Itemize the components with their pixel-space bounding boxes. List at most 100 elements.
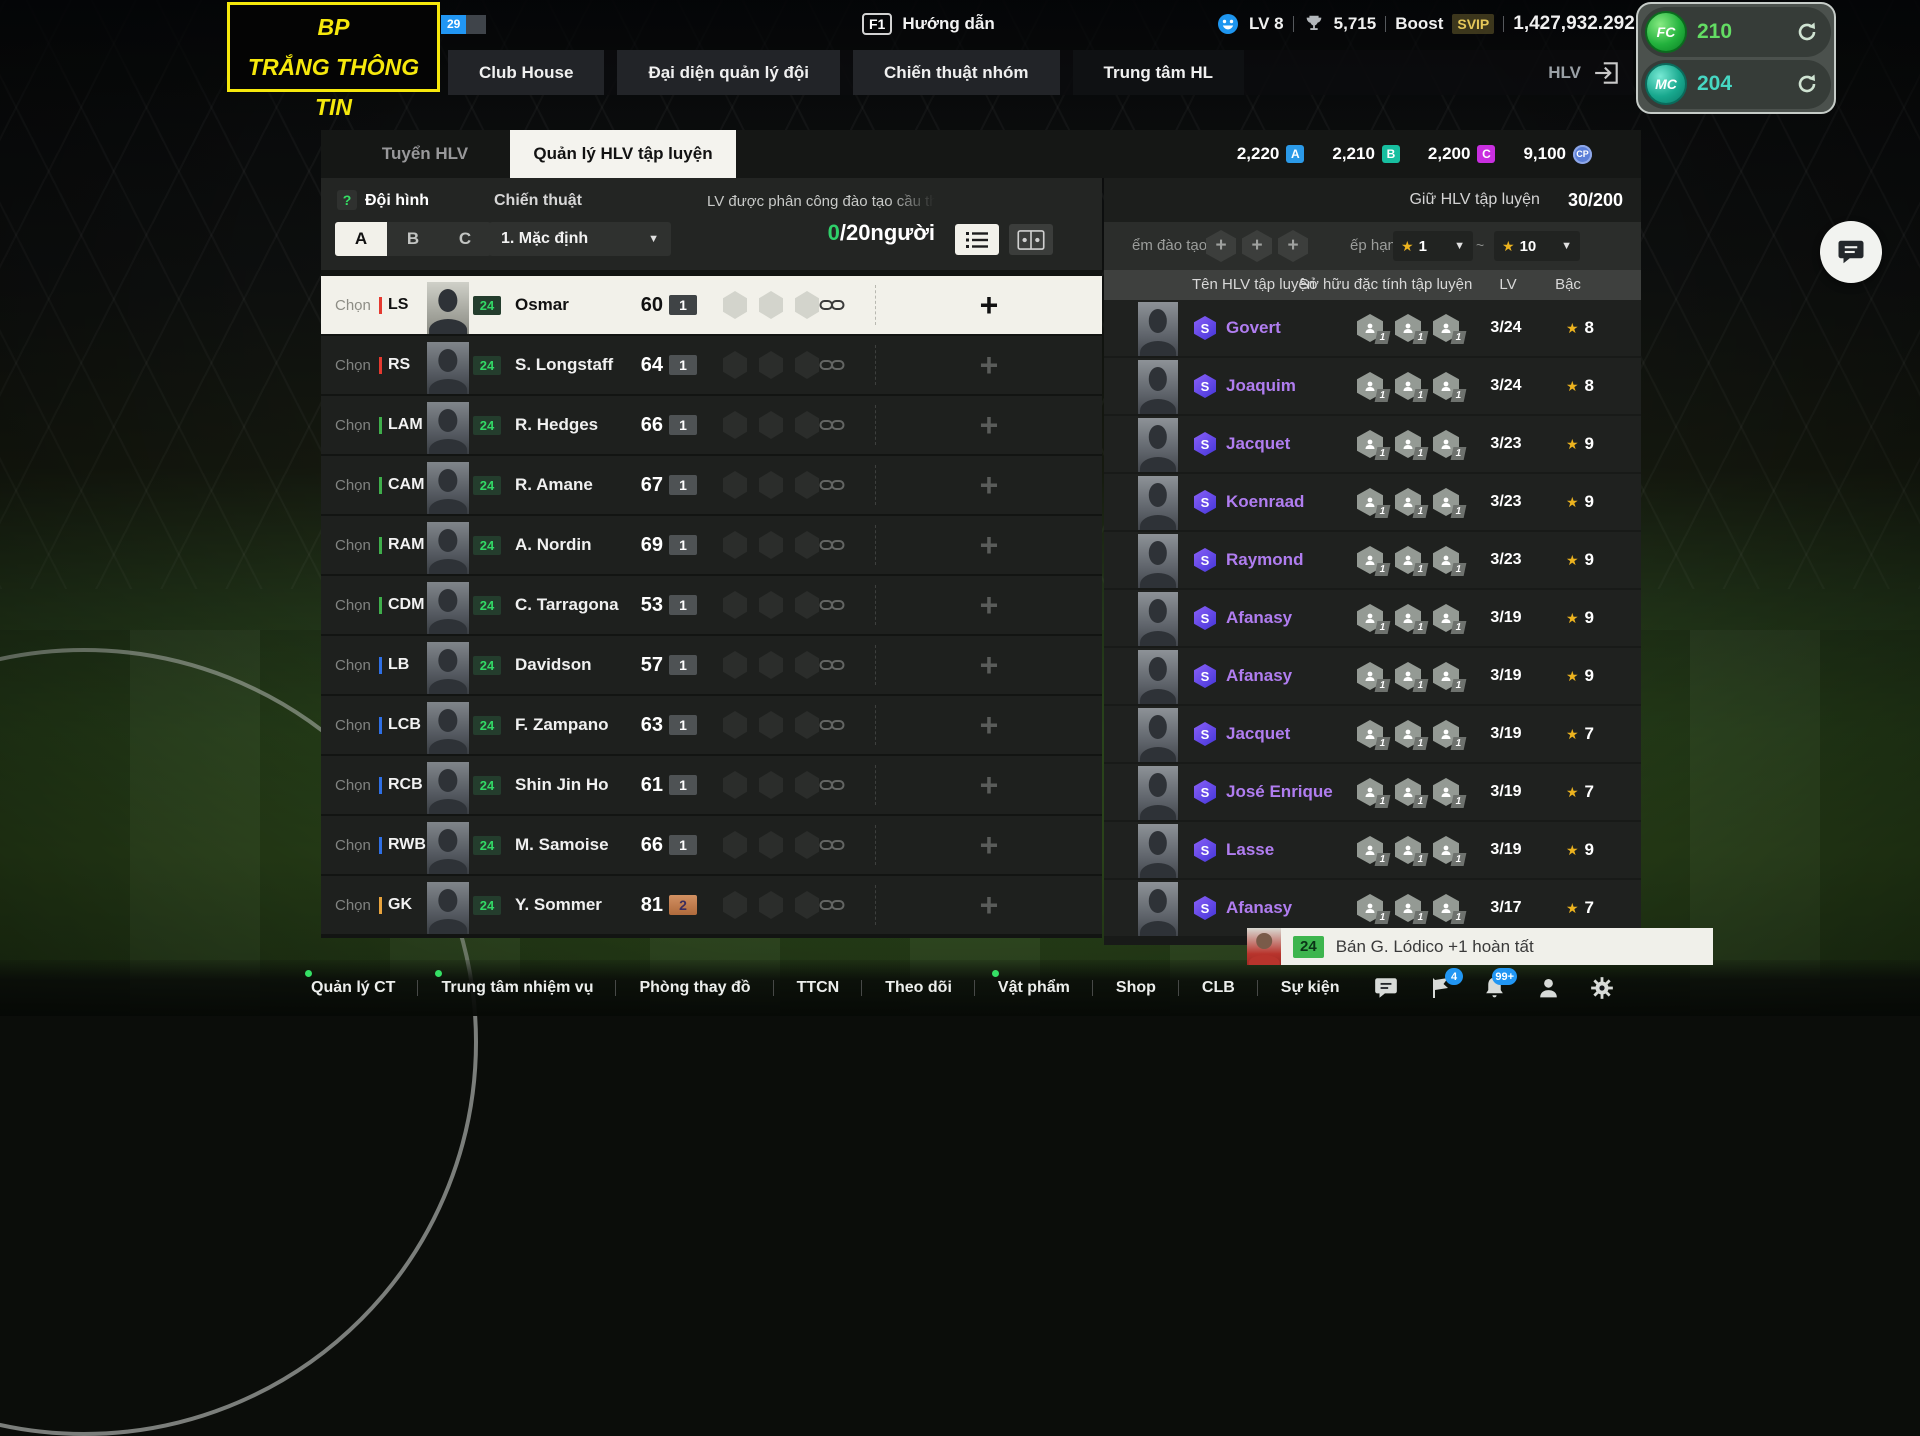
coach-row[interactable]: S Jacquet 1 1 1 3/19 ★ 7 bbox=[1104, 706, 1641, 762]
select-player-button[interactable]: Chọn bbox=[335, 836, 371, 854]
empty-coach-slot[interactable] bbox=[759, 531, 783, 559]
select-player-button[interactable]: Chọn bbox=[335, 776, 371, 794]
empty-coach-slot[interactable] bbox=[723, 291, 747, 319]
empty-coach-slot[interactable] bbox=[759, 291, 783, 319]
help-icon[interactable]: ? bbox=[337, 190, 357, 210]
select-player-button[interactable]: Chọn bbox=[335, 356, 371, 374]
assign-coach-button[interactable]: + bbox=[875, 885, 1102, 925]
event-flag-button[interactable]: 4 bbox=[1426, 968, 1463, 1002]
coach-row[interactable]: S Afanasy 1 1 1 3/19 ★ 9 bbox=[1104, 590, 1641, 646]
empty-coach-slot[interactable] bbox=[759, 891, 783, 919]
empty-coach-slot[interactable] bbox=[795, 471, 819, 499]
notifications-button[interactable]: 99+ bbox=[1480, 968, 1517, 1002]
empty-coach-slot[interactable] bbox=[759, 351, 783, 379]
empty-coach-slot[interactable] bbox=[795, 711, 819, 739]
add-trait-filter-button[interactable]: + bbox=[1242, 230, 1272, 262]
nav-item[interactable]: Club House bbox=[448, 50, 605, 95]
select-player-button[interactable]: Chọn bbox=[335, 416, 371, 434]
fc-token-pill[interactable]: FC 210 bbox=[1641, 7, 1831, 57]
bottom-menu-item[interactable]: TTCN bbox=[774, 979, 863, 997]
bottom-menu-item[interactable]: Quản lý CT bbox=[288, 970, 418, 997]
list-view-button[interactable] bbox=[955, 224, 999, 255]
formation-option[interactable]: A bbox=[335, 222, 387, 256]
select-player-button[interactable]: Chọn bbox=[335, 296, 371, 314]
empty-coach-slot[interactable] bbox=[759, 831, 783, 859]
select-player-button[interactable]: Chọn bbox=[335, 896, 371, 914]
select-player-button[interactable]: Chọn bbox=[335, 476, 371, 494]
assign-coach-button[interactable]: + bbox=[875, 525, 1102, 565]
player-row[interactable]: Chọn LB 24 Davidson 57 1 + bbox=[321, 636, 1102, 694]
assign-coach-button[interactable]: + bbox=[875, 825, 1102, 865]
nav-item[interactable]: Trung tâm HL bbox=[1072, 50, 1245, 95]
assign-coach-button[interactable]: + bbox=[875, 285, 1102, 325]
refresh-icon[interactable] bbox=[1795, 72, 1819, 96]
formation-option[interactable]: C bbox=[439, 222, 491, 256]
empty-coach-slot[interactable] bbox=[795, 291, 819, 319]
empty-coach-slot[interactable] bbox=[795, 351, 819, 379]
empty-coach-slot[interactable] bbox=[759, 711, 783, 739]
empty-coach-slot[interactable] bbox=[795, 591, 819, 619]
boost-label[interactable]: Boost bbox=[1395, 14, 1444, 33]
empty-coach-slot[interactable] bbox=[723, 591, 747, 619]
coach-row[interactable]: S Jacquet 1 1 1 3/23 ★ 9 bbox=[1104, 416, 1641, 472]
nav-item[interactable]: Đại diện quản lý đội bbox=[617, 50, 841, 95]
empty-coach-slot[interactable] bbox=[723, 831, 747, 859]
select-player-button[interactable]: Chọn bbox=[335, 716, 371, 734]
coach-row[interactable]: S Raymond 1 1 1 3/23 ★ 9 bbox=[1104, 532, 1641, 588]
coach-row[interactable]: S José Enrique 1 1 1 3/19 ★ 7 bbox=[1104, 764, 1641, 820]
empty-coach-slot[interactable] bbox=[759, 471, 783, 499]
assign-coach-button[interactable]: + bbox=[875, 705, 1102, 745]
empty-coach-slot[interactable] bbox=[795, 771, 819, 799]
select-player-button[interactable]: Chọn bbox=[335, 536, 371, 554]
empty-coach-slot[interactable] bbox=[795, 831, 819, 859]
assign-coach-button[interactable]: + bbox=[875, 585, 1102, 625]
tactic-dropdown[interactable]: 1. Mặc định ▼ bbox=[489, 222, 671, 256]
chat-button[interactable] bbox=[1372, 974, 1400, 1002]
formation-view-button[interactable] bbox=[1009, 224, 1053, 255]
nav-right[interactable]: HLV bbox=[1548, 50, 1633, 95]
coach-row[interactable]: S Koenraad 1 1 1 3/23 ★ 9 bbox=[1104, 474, 1641, 530]
tab-recruit-coach[interactable]: Tuyển HLV bbox=[340, 130, 510, 178]
empty-coach-slot[interactable] bbox=[759, 651, 783, 679]
empty-coach-slot[interactable] bbox=[795, 411, 819, 439]
sale-complete-toast[interactable]: 24 Bán G. Lódico +1 hoàn tất bbox=[1247, 928, 1713, 965]
empty-coach-slot[interactable] bbox=[723, 531, 747, 559]
select-player-button[interactable]: Chọn bbox=[335, 656, 371, 674]
assign-coach-button[interactable]: + bbox=[875, 765, 1102, 805]
exit-icon[interactable] bbox=[1593, 59, 1621, 87]
empty-coach-slot[interactable] bbox=[795, 891, 819, 919]
player-row[interactable]: Chọn RCB 24 Shin Jin Ho 61 1 + bbox=[321, 756, 1102, 814]
empty-coach-slot[interactable] bbox=[759, 771, 783, 799]
empty-coach-slot[interactable] bbox=[723, 651, 747, 679]
bottom-menu-item[interactable]: Sự kiện bbox=[1258, 979, 1363, 997]
select-player-button[interactable]: Chọn bbox=[335, 596, 371, 614]
mc-token-pill[interactable]: MC 204 bbox=[1641, 59, 1831, 109]
player-row[interactable]: Chọn CDM 24 C. Tarragona 53 1 + bbox=[321, 576, 1102, 634]
assign-coach-button[interactable]: + bbox=[875, 345, 1102, 385]
empty-coach-slot[interactable] bbox=[723, 771, 747, 799]
assign-coach-button[interactable]: + bbox=[875, 465, 1102, 505]
coach-row[interactable]: S Joaquim 1 1 1 3/24 ★ 8 bbox=[1104, 358, 1641, 414]
assign-coach-button[interactable]: + bbox=[875, 645, 1102, 685]
assign-coach-button[interactable]: + bbox=[875, 405, 1102, 445]
bottom-menu-item[interactable]: CLB bbox=[1179, 979, 1258, 997]
empty-coach-slot[interactable] bbox=[723, 471, 747, 499]
formation-option[interactable]: B bbox=[387, 222, 439, 256]
coach-row[interactable]: S Afanasy 1 1 1 3/17 ★ 7 bbox=[1104, 880, 1641, 936]
player-row[interactable]: Chọn LCB 24 F. Zampano 63 1 + bbox=[321, 696, 1102, 754]
settings-button[interactable] bbox=[1588, 974, 1616, 1002]
player-row[interactable]: Chọn GK 24 Y. Sommer 81 2 + bbox=[321, 876, 1102, 934]
refresh-icon[interactable] bbox=[1795, 20, 1819, 44]
coach-row[interactable]: S Govert 1 1 1 3/24 ★ 8 bbox=[1104, 300, 1641, 356]
profile-button[interactable] bbox=[1534, 974, 1562, 1002]
tab-manage-training-coach[interactable]: Quản lý HLV tập luyện bbox=[510, 130, 736, 178]
add-trait-filter-button[interactable]: + bbox=[1278, 230, 1308, 262]
player-row[interactable]: Chọn RWB 24 M. Samoise 66 1 + bbox=[321, 816, 1102, 874]
nav-item[interactable]: Chiến thuật nhóm bbox=[853, 50, 1060, 95]
guide-shortcut[interactable]: F1 Hướng dẫn bbox=[862, 0, 995, 48]
player-row[interactable]: Chọn LS 24 Osmar 60 1 + bbox=[321, 276, 1102, 334]
bottom-menu-item[interactable]: Trung tâm nhiệm vụ bbox=[418, 970, 616, 997]
bottom-menu-item[interactable]: Theo dõi bbox=[862, 979, 975, 997]
coach-row[interactable]: S Lasse 1 1 1 3/19 ★ 9 bbox=[1104, 822, 1641, 878]
bottom-menu-item[interactable]: Phòng thay đồ bbox=[616, 979, 773, 997]
